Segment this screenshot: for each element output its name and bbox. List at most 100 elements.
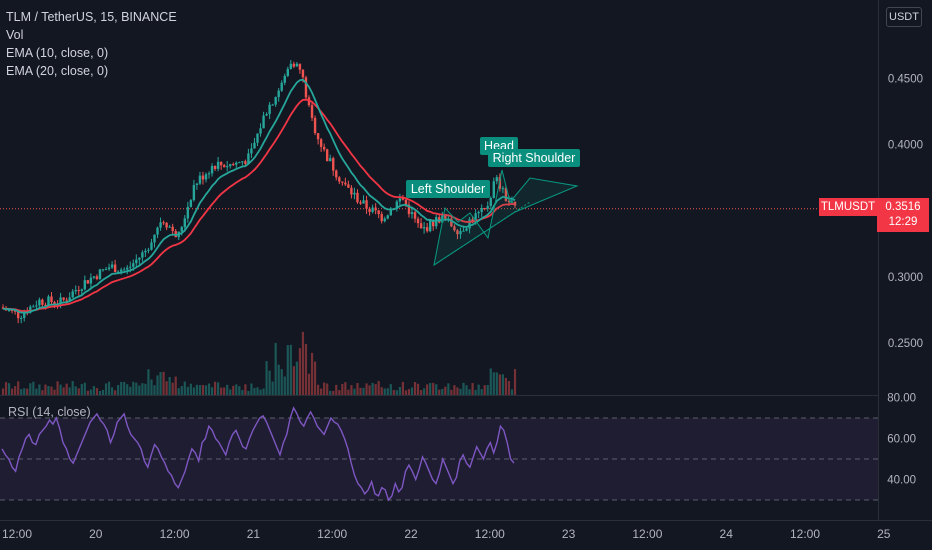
volume-bar bbox=[392, 390, 395, 395]
volume-bar bbox=[471, 382, 474, 395]
volume-bar bbox=[4, 382, 8, 395]
candle-body bbox=[50, 296, 53, 303]
candle-body bbox=[241, 161, 244, 163]
volume-bar bbox=[401, 381, 405, 395]
volume-bar bbox=[107, 381, 111, 395]
time-tick-label: 12:00 bbox=[475, 527, 505, 541]
candle-body bbox=[422, 227, 426, 229]
volume-bar bbox=[98, 390, 102, 395]
candle-body bbox=[41, 299, 44, 305]
candle-body bbox=[210, 166, 214, 174]
price-tick-label: 0.2500 bbox=[888, 338, 923, 350]
pattern-label: Left Shoulder bbox=[406, 180, 490, 198]
volume-bar bbox=[38, 384, 41, 395]
candle-body bbox=[62, 297, 65, 300]
candle-body bbox=[483, 208, 486, 210]
volume-bar bbox=[347, 389, 350, 395]
volume-bar bbox=[7, 383, 11, 395]
volume-bar bbox=[368, 385, 371, 395]
candle-body bbox=[207, 173, 211, 175]
volume-bar bbox=[362, 387, 365, 395]
candle-body bbox=[468, 219, 471, 229]
candle-body bbox=[262, 115, 265, 129]
candle-body bbox=[116, 271, 120, 273]
volume-bar bbox=[41, 390, 44, 395]
volume-bar bbox=[474, 390, 477, 395]
volume-bar bbox=[226, 384, 229, 395]
candle-body bbox=[341, 181, 344, 183]
volume-bar bbox=[483, 385, 486, 395]
volume-bar bbox=[147, 369, 150, 395]
volume-bar bbox=[380, 387, 383, 395]
time-tick-label: 12:00 bbox=[160, 527, 190, 541]
time-tick-label: 23 bbox=[562, 527, 576, 541]
volume-bar bbox=[220, 387, 223, 395]
volume-bar bbox=[286, 345, 289, 395]
ema10-legend[interactable]: EMA (10, close, 0) bbox=[6, 46, 109, 60]
volume-bar bbox=[135, 382, 138, 395]
last-price-tag: 0.3516 12:29 bbox=[877, 198, 929, 232]
ema20-legend[interactable]: EMA (20, close, 0) bbox=[6, 64, 109, 78]
pattern-label-box bbox=[406, 180, 490, 198]
candle-body bbox=[132, 263, 135, 267]
volume-bar bbox=[492, 372, 495, 395]
candle-body bbox=[398, 198, 402, 202]
candle-body bbox=[259, 128, 262, 134]
volume-bar bbox=[132, 381, 135, 395]
candle-body bbox=[459, 231, 462, 235]
volume-bar bbox=[29, 383, 32, 395]
volume-legend[interactable]: Vol bbox=[6, 28, 24, 42]
volume-bar bbox=[11, 388, 14, 395]
rsi-legend[interactable]: RSI (14, close) bbox=[8, 405, 91, 419]
rsi-tick-label: 40.00 bbox=[887, 475, 916, 487]
volume-bar bbox=[316, 384, 320, 395]
symbol-price-tag: TLMUSDT bbox=[819, 198, 877, 216]
candle-body bbox=[123, 269, 126, 271]
candle-body bbox=[338, 177, 341, 182]
symbol-title[interactable]: TLM / TetherUS, 15, BINANCE bbox=[6, 10, 177, 24]
volume-bar bbox=[338, 390, 341, 395]
volume-bar bbox=[71, 381, 74, 395]
volume-bar bbox=[429, 383, 432, 395]
volume-bar bbox=[17, 381, 20, 395]
volume-bar bbox=[304, 343, 308, 395]
volume-bar bbox=[356, 383, 359, 395]
volume-bar bbox=[192, 387, 195, 395]
rsi-band bbox=[0, 418, 878, 500]
volume-bar bbox=[265, 361, 268, 395]
volume-bar bbox=[198, 385, 202, 395]
candle-body bbox=[32, 306, 35, 308]
volume-bars bbox=[1, 331, 517, 395]
volume-bar bbox=[177, 388, 180, 395]
time-tick-label: 12:00 bbox=[2, 527, 32, 541]
volume-bar bbox=[307, 373, 311, 395]
candle-body bbox=[286, 68, 289, 76]
volume-bar bbox=[232, 385, 235, 395]
candle-body bbox=[168, 226, 171, 228]
volume-bar bbox=[44, 384, 47, 395]
volume-bar bbox=[77, 388, 80, 395]
volume-bar bbox=[153, 385, 156, 395]
candle-body bbox=[298, 63, 302, 70]
volume-bar bbox=[180, 386, 183, 395]
candle-body bbox=[450, 218, 453, 227]
price-tick-label: 0.4000 bbox=[888, 140, 923, 152]
candle-body bbox=[313, 117, 317, 134]
candle-body bbox=[325, 149, 329, 162]
price-tick-label: 0.3000 bbox=[888, 272, 923, 284]
volume-bar bbox=[62, 387, 65, 395]
candle-body bbox=[95, 276, 99, 280]
candle-body bbox=[335, 170, 338, 178]
candle-body bbox=[280, 82, 283, 91]
candle-body bbox=[432, 220, 435, 227]
last-price: 0.3516 bbox=[885, 201, 921, 213]
volume-bar bbox=[162, 371, 165, 395]
candle-body bbox=[374, 207, 377, 211]
currency-button[interactable]: USDT bbox=[886, 7, 922, 27]
candle-body bbox=[192, 184, 196, 201]
ema-10-line bbox=[2, 78, 516, 314]
volume-bar bbox=[210, 387, 214, 395]
candle-body bbox=[329, 158, 332, 162]
